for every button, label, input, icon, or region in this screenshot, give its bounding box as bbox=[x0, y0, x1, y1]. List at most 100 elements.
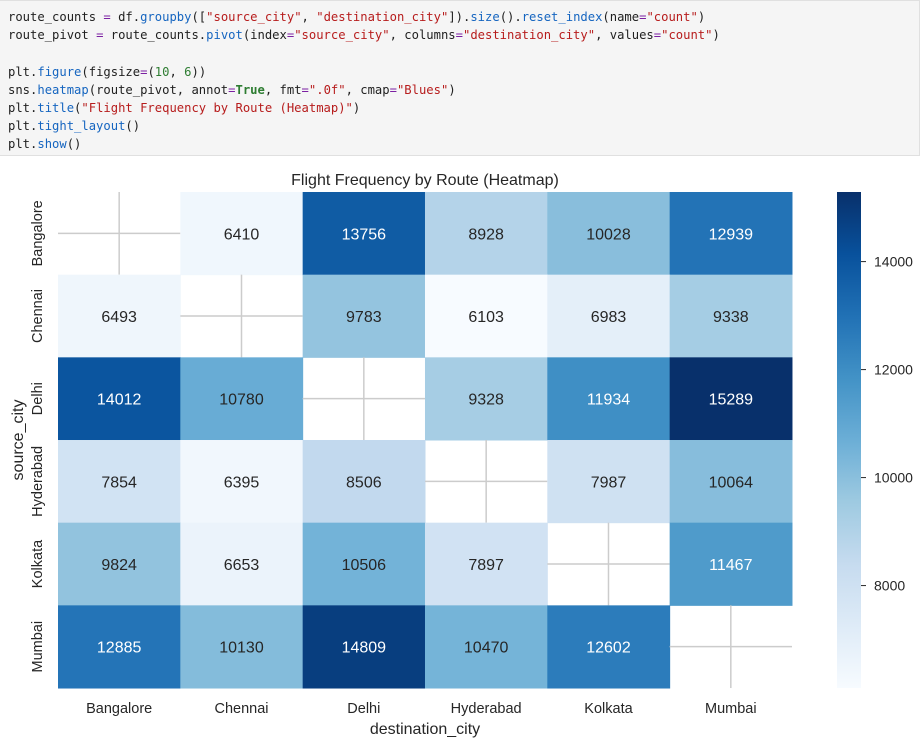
cell-annotation: 10028 bbox=[586, 226, 631, 243]
heatmap-cell bbox=[302, 522, 426, 606]
code-token: "destination_city" bbox=[316, 10, 449, 24]
code-token: ) bbox=[352, 101, 361, 116]
heatmap-cell bbox=[58, 274, 181, 358]
code-token: df. bbox=[110, 10, 141, 24]
code-token: "Flight Frequency by Route (Heatmap)" bbox=[81, 101, 353, 116]
code-line: plt.tight_layout() bbox=[8, 119, 140, 133]
code-token: = bbox=[228, 82, 236, 97]
heatmap-cell bbox=[669, 274, 793, 358]
heatmap-cell bbox=[302, 192, 426, 276]
y-tick-label: Mumbai bbox=[30, 621, 46, 673]
code-token: groupby bbox=[140, 10, 192, 24]
y-tick-label: Kolkata bbox=[30, 539, 46, 588]
cell-annotation: 6103 bbox=[468, 309, 504, 326]
code-token: True bbox=[235, 82, 265, 97]
chart-title: Flight Frequency by Route (Heatmap) bbox=[291, 172, 559, 189]
code-line: route_pivot = route_counts.pivot(index="… bbox=[8, 28, 720, 42]
cell-annotation: 7854 bbox=[101, 474, 137, 491]
cell-annotation: 9783 bbox=[346, 309, 382, 326]
code-cell[interactable]: route_counts = df.groupby(["source_city"… bbox=[0, 0, 920, 156]
colorbar bbox=[837, 192, 861, 688]
code-token: = bbox=[639, 10, 647, 24]
cell-annotation: 6493 bbox=[101, 309, 137, 326]
cell-annotation: 11467 bbox=[709, 557, 752, 574]
y-axis-ticks: Bangalore Chennai Delhi Hyderabad Kolkata Mum… bbox=[30, 200, 46, 672]
cell-annotation: 10780 bbox=[219, 392, 264, 409]
code-token: plt. bbox=[8, 64, 38, 79]
heatmap-cell bbox=[547, 605, 671, 689]
heatmap-cell bbox=[180, 440, 304, 524]
code-token: ]). bbox=[448, 10, 471, 24]
cell-annotation: 9338 bbox=[713, 309, 749, 326]
code-token: plt. bbox=[8, 137, 38, 152]
heatmap-cell bbox=[424, 522, 548, 606]
heatmap-cell bbox=[547, 192, 671, 276]
code-token: 6 bbox=[184, 64, 192, 79]
heatmap-cell bbox=[58, 522, 181, 606]
code-token: (figsize bbox=[81, 64, 141, 79]
code-token: = bbox=[103, 10, 111, 24]
code-token: title bbox=[37, 101, 75, 116]
cell-annotation: 6983 bbox=[591, 309, 627, 326]
code-token: = bbox=[455, 28, 463, 43]
cell-annotation: 14012 bbox=[97, 392, 142, 409]
code-token: pivot bbox=[206, 28, 243, 43]
cell-annotation: 10506 bbox=[342, 557, 387, 574]
x-tick-label: Chennai bbox=[214, 701, 268, 717]
code-line: sns.heatmap(route_pivot, annot=True, fmt… bbox=[8, 83, 456, 97]
cell-annotation: 12602 bbox=[586, 640, 631, 657]
code-token: ( bbox=[147, 64, 155, 79]
cell-annotation: 8928 bbox=[468, 226, 504, 243]
code-token: = bbox=[301, 82, 309, 97]
cell-annotation: 10470 bbox=[464, 640, 509, 657]
x-tick-label: Hyderabad bbox=[451, 701, 522, 717]
code-token: show bbox=[37, 137, 67, 152]
y-tick-label: Delhi bbox=[30, 382, 46, 415]
cell-output: Flight Frequency by Route (Heatmap) 6410… bbox=[0, 160, 922, 752]
heatmap-cell bbox=[302, 440, 426, 524]
cell-annotation: 10130 bbox=[219, 640, 264, 657]
code-token: () bbox=[66, 137, 82, 152]
heatmap-cell bbox=[669, 440, 793, 524]
code-token: = bbox=[389, 82, 397, 97]
code-line: route_counts = df.groupby(["source_city"… bbox=[8, 10, 705, 24]
code-token: = bbox=[96, 28, 104, 43]
heatmap-cell bbox=[58, 440, 181, 524]
heatmap-cell bbox=[180, 605, 304, 689]
heatmap-cell bbox=[58, 605, 181, 689]
heatmap-cell bbox=[547, 440, 671, 524]
code-token: , bbox=[169, 64, 185, 79]
code-token: heatmap bbox=[37, 82, 89, 97]
x-tick-label: Delhi bbox=[347, 701, 380, 717]
heatmap-cell bbox=[58, 357, 181, 441]
code-token: "Blues" bbox=[396, 82, 449, 97]
cell-annotation: 15289 bbox=[709, 392, 754, 409]
cell-annotation: 8506 bbox=[346, 474, 382, 491]
colorbar-ticks: 8000 10000 12000 14000 bbox=[861, 254, 913, 594]
heatmap-cell bbox=[669, 357, 793, 441]
code-token: (name bbox=[602, 10, 640, 24]
y-axis-label: source_city bbox=[10, 400, 27, 481]
heatmap-cell bbox=[547, 357, 671, 441]
cell-annotation: 11934 bbox=[587, 392, 630, 409]
code-token: , bbox=[301, 10, 317, 24]
code-line: plt.figure(figsize=(10, 6)) bbox=[8, 65, 206, 79]
code-token: 10 bbox=[154, 64, 170, 79]
code-editor[interactable]: route_counts = df.groupby(["source_city"… bbox=[0, 1, 919, 161]
x-axis-label: destination_city bbox=[370, 721, 480, 738]
code-token: = bbox=[286, 28, 295, 43]
code-token: , columns bbox=[389, 28, 456, 43]
y-tick-label: Bangalore bbox=[30, 200, 46, 266]
code-token: ".0f" bbox=[308, 82, 346, 97]
code-token: ( bbox=[74, 101, 82, 116]
cell-annotation: 6395 bbox=[224, 474, 260, 491]
code-token: route_counts. bbox=[103, 28, 207, 43]
code-token: = bbox=[653, 28, 662, 43]
cell-annotation: 6410 bbox=[224, 226, 260, 243]
heatmap-cells: 6410 13756 8928 10028 12939 6493 9783 6103 6983 9… bbox=[58, 192, 793, 689]
cell-annotation: 7987 bbox=[591, 474, 627, 491]
colorbar-tick-label: 8000 bbox=[874, 578, 905, 594]
code-token: , cmap bbox=[345, 82, 390, 97]
heatmap-cell bbox=[669, 522, 793, 606]
code-token: "source_city" bbox=[206, 10, 302, 24]
